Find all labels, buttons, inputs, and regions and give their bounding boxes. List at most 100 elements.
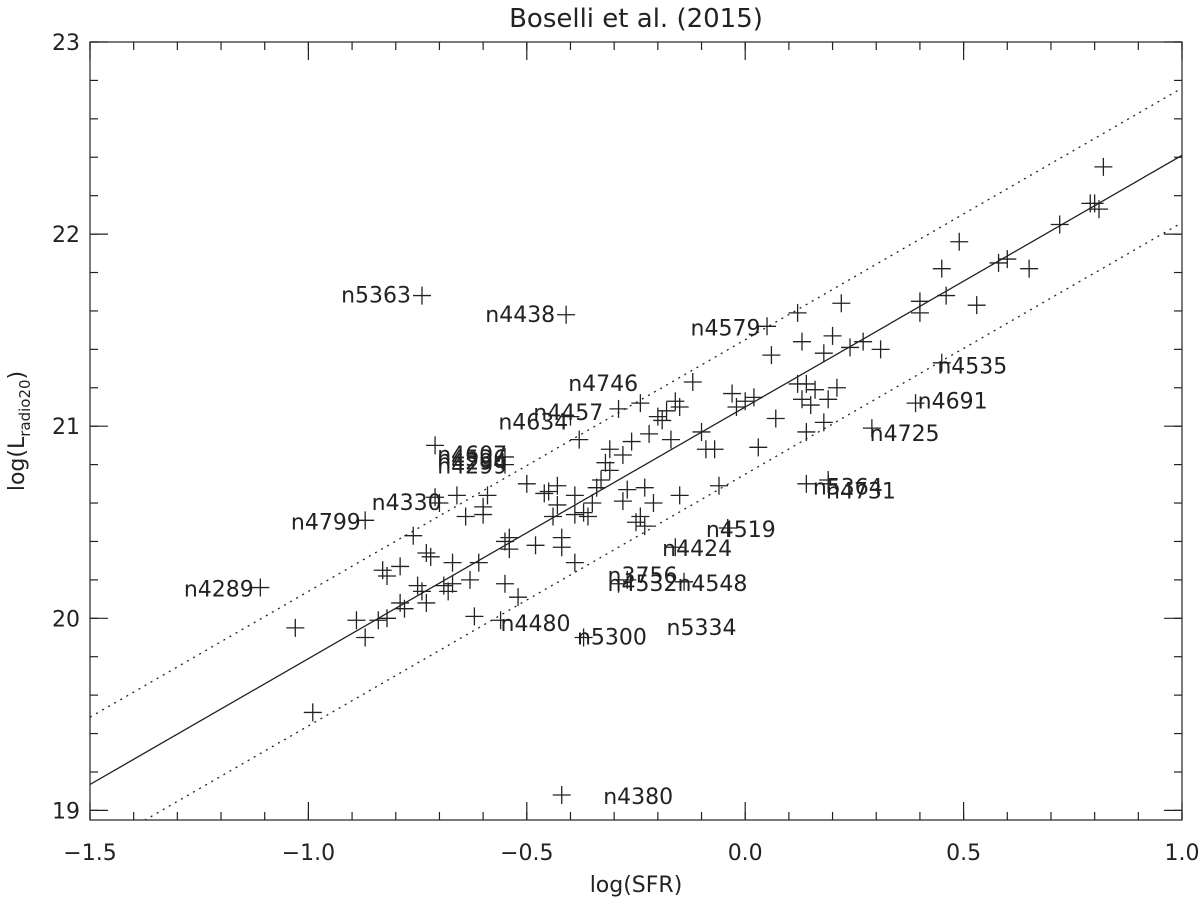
- point-label: n4607: [437, 443, 507, 468]
- data-point: [535, 484, 554, 503]
- data-point: [439, 582, 458, 601]
- x-tick-label: −1.0: [282, 841, 335, 866]
- data-point: [841, 338, 860, 357]
- data-point: [609, 574, 628, 593]
- data-point: [478, 486, 497, 505]
- data-point: [421, 547, 440, 566]
- data-point: [797, 474, 816, 493]
- point-label: n4634: [498, 410, 568, 435]
- data-point: [356, 511, 375, 530]
- point-label: n4438: [485, 303, 555, 328]
- data-point: [286, 618, 305, 637]
- data-point: [378, 609, 397, 628]
- data-point: [670, 397, 689, 416]
- data-point: [391, 557, 410, 576]
- data-point: [526, 536, 545, 555]
- data-point: [723, 384, 742, 403]
- x-tick-label: −0.5: [500, 841, 553, 866]
- x-tick-label: 0.5: [946, 841, 981, 866]
- x-tick-label: 0.0: [728, 841, 763, 866]
- data-point: [989, 253, 1008, 272]
- data-point: [251, 578, 270, 597]
- data-point: [461, 570, 480, 589]
- data-point: [600, 461, 619, 480]
- data-point: [412, 582, 431, 601]
- data-point: [596, 453, 615, 472]
- data-point: [548, 476, 567, 495]
- data-point: [565, 553, 584, 572]
- data-point: [657, 401, 676, 420]
- data-point: [618, 570, 637, 589]
- data-point: [552, 538, 571, 557]
- data-point: [561, 407, 580, 426]
- data-point: [347, 611, 366, 630]
- data-point: [762, 346, 781, 365]
- data-point: [635, 517, 654, 536]
- data-point: [570, 430, 589, 449]
- data-point: [788, 303, 807, 322]
- data-point: [631, 507, 650, 526]
- data-point: [600, 440, 619, 459]
- point-label: n4536: [437, 447, 507, 472]
- point-label: n5363: [341, 284, 411, 309]
- data-point: [827, 378, 846, 397]
- data-point: [967, 296, 986, 315]
- y-tick-label: 21: [52, 415, 80, 440]
- data-point: [749, 438, 768, 457]
- point-label: n4294: [437, 451, 507, 476]
- data-point: [814, 413, 833, 432]
- data-point: [474, 505, 493, 524]
- x-tick-label: −1.5: [63, 841, 116, 866]
- lower-bound-line: [143, 222, 1182, 820]
- data-point: [906, 394, 925, 413]
- data-point: [736, 392, 755, 411]
- data-point: [417, 543, 436, 562]
- data-point: [797, 422, 816, 441]
- data-point: [587, 478, 606, 497]
- data-point: [814, 344, 833, 363]
- data-point: [430, 494, 449, 513]
- data-point: [862, 419, 881, 438]
- point-label: n5334: [667, 616, 737, 641]
- data-point: [1050, 215, 1069, 234]
- point-label: n4535: [937, 355, 1007, 380]
- data-point: [718, 519, 737, 538]
- data-point: [631, 394, 650, 413]
- data-point: [495, 574, 514, 593]
- data-point: [709, 476, 728, 495]
- point-label: n4380: [603, 785, 673, 810]
- x-axis-label: log(SFR): [590, 873, 683, 898]
- data-point: [644, 494, 663, 513]
- y-axis-label-prefix: log(L: [5, 436, 30, 491]
- data-point: [832, 294, 851, 313]
- data-point: [666, 538, 685, 557]
- y-tick-label: 23: [52, 31, 80, 56]
- data-point: [378, 567, 397, 586]
- data-point: [758, 317, 777, 336]
- point-label: n4731: [826, 480, 896, 505]
- data-point: [613, 446, 632, 465]
- point-label: n4746: [568, 372, 638, 397]
- data-point: [950, 232, 969, 251]
- y-tick-label: 22: [52, 223, 80, 248]
- fit-line: [90, 154, 1182, 786]
- data-point: [426, 436, 445, 455]
- plot-frame: [89, 41, 1183, 821]
- y-axis-label-suffix: ): [5, 371, 30, 380]
- data-point: [404, 526, 423, 545]
- y-tick-label: 19: [52, 799, 80, 824]
- data-point: [395, 599, 414, 618]
- data-point: [574, 503, 593, 522]
- data-point: [491, 611, 510, 630]
- point-label: n4799: [291, 510, 361, 535]
- data-point: [495, 532, 514, 551]
- data-point: [565, 486, 584, 505]
- data-point: [692, 422, 711, 441]
- data-point: [447, 486, 466, 505]
- data-point: [823, 326, 842, 345]
- data-point: [806, 380, 825, 399]
- data-point: [1094, 157, 1113, 176]
- data-point: [356, 628, 375, 647]
- point-label: n5364: [813, 476, 883, 501]
